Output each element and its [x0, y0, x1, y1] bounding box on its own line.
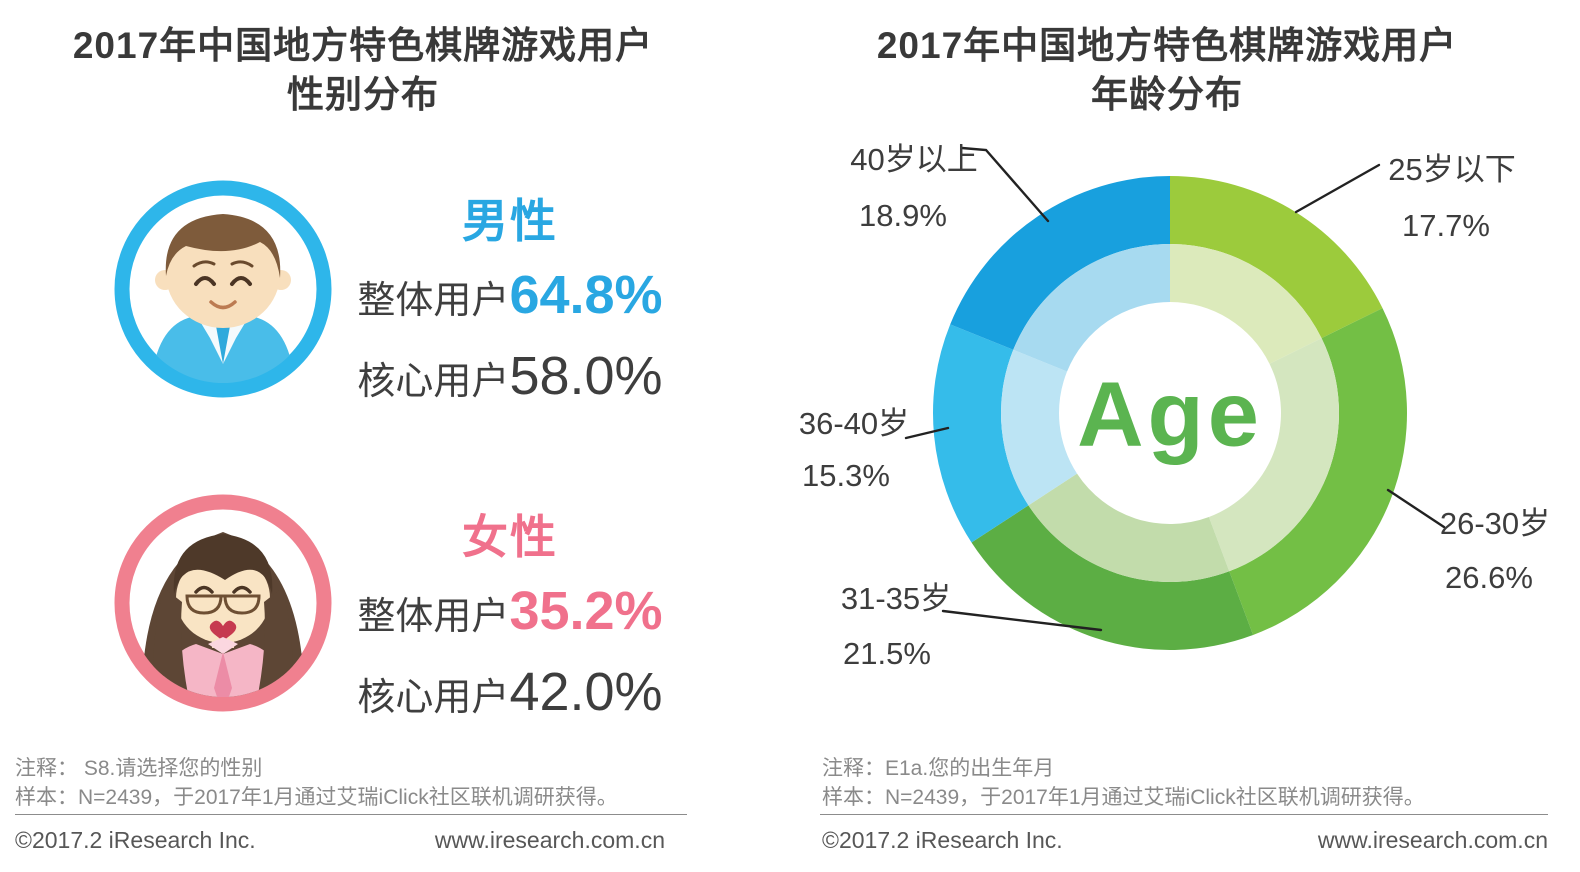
donut-segment-label-4: 40岁以上 [850, 142, 977, 177]
age-panel: 2017年中国地方特色棋牌游戏用户 年龄分布 25岁以下 17.7% 26-30岁 2… [790, 0, 1580, 872]
donut-center-label: Age [1077, 363, 1263, 465]
donut-inner-segment-1 [1208, 338, 1339, 572]
donut-inner-segment-2 [1028, 473, 1230, 582]
donut-segment-value-2: 21.5% [843, 636, 931, 671]
donut-segment-label-3: 36-40岁 [799, 406, 909, 441]
female-avatar-icon [114, 494, 332, 712]
male-avatar-icon [114, 180, 332, 398]
donut-segment-value-3: 15.3% [802, 458, 890, 493]
male-core-value: 58.0% [509, 345, 663, 406]
age-note-question: 注释：E1a.您的出生年月 [822, 757, 1055, 780]
donut-callout-line-4 [960, 146, 1050, 223]
gender-panel: 2017年中国地方特色棋牌游戏用户 性别分布 [10, 22, 716, 854]
female-core-label: 核心用户 [357, 676, 510, 719]
male-core-line: 核心用户58.0% [334, 336, 686, 417]
donut-segment-value-4: 18.9% [859, 198, 947, 233]
donut-inner-segment-0 [1170, 244, 1322, 364]
donut-callout-line-3 [904, 426, 950, 440]
male-stats: 男性 整体用户64.8% 核心用户58.0% [334, 196, 686, 417]
donut-inner-segment-4 [1013, 244, 1170, 372]
male-core-label: 核心用户 [357, 360, 510, 403]
gender-note-sample: 样本：N=2439，于2017年1月通过艾瑞iClick社区联机调研获得。 [15, 786, 618, 809]
female-overall-line: 整体用户35.2% [334, 571, 686, 652]
age-note-sample: 样本：N=2439，于2017年1月通过艾瑞iClick社区联机调研获得。 [822, 786, 1425, 809]
donut-outer-segment-4 [950, 176, 1170, 350]
age-copyright: ©2017.2 iResearch Inc. [822, 827, 1063, 853]
age-website-link[interactable]: www.iresearch.com.cn [1317, 827, 1548, 853]
donut-segment-label-0: 25岁以下 [1388, 152, 1515, 187]
female-stats: 女性 整体用户35.2% 核心用户42.0% [334, 512, 686, 733]
female-label: 女性 [462, 511, 558, 563]
donut-outer-segment-2 [971, 505, 1254, 650]
female-core-line: 核心用户42.0% [334, 652, 686, 733]
gender-footer: ©2017.2 iResearch Inc. www.iresearch.com… [15, 827, 665, 854]
donut-outer-segment-0 [1170, 176, 1383, 339]
age-title-line1: 2017年中国地方特色棋牌游戏用户 [876, 25, 1458, 66]
male-overall-label: 整体用户 [357, 279, 510, 322]
donut-segment-label-2: 31-35岁 [841, 581, 951, 616]
female-overall-label: 整体用户 [357, 595, 510, 638]
donut-inner-segment-3 [1001, 349, 1078, 506]
gender-note-question: 注释： S8.请选择您的性别 [15, 757, 263, 780]
donut-outer-segment-3 [933, 324, 1029, 543]
donut-segment-value-0: 17.7% [1402, 208, 1490, 243]
age-divider [820, 814, 1548, 815]
gender-title-line2: 性别分布 [287, 73, 439, 115]
gender-copyright: ©2017.2 iResearch Inc. [15, 827, 256, 853]
donut-callout-line-1 [1386, 488, 1446, 529]
gender-website-link[interactable]: www.iresearch.com.cn [434, 827, 665, 853]
male-overall-line: 整体用户64.8% [334, 255, 686, 336]
female-core-value: 42.0% [509, 661, 663, 722]
donut-callout-line-0 [1294, 163, 1381, 214]
donut-outer-segment-1 [1229, 308, 1407, 635]
age-title: 2017年中国地方特色棋牌游戏用户 年龄分布 [800, 22, 1534, 120]
donut-segment-label-1: 26-30岁 [1440, 506, 1550, 541]
donut-callout-line-2 [941, 609, 1103, 632]
age-donut-chart: 25岁以下 17.7% 26-30岁 26.6% 31-35岁 21.5% 36-40岁 15… [799, 142, 1550, 671]
age-footer: ©2017.2 iResearch Inc. www.iresearch.com… [822, 827, 1548, 854]
male-label: 男性 [462, 195, 558, 247]
donut-segment-value-1: 26.6% [1445, 560, 1533, 595]
age-title-line2: 年龄分布 [1091, 73, 1243, 115]
gender-title-line1: 2017年中国地方特色棋牌游戏用户 [72, 25, 654, 66]
male-overall-value: 64.8% [509, 264, 663, 325]
gender-title: 2017年中国地方特色棋牌游戏用户 性别分布 [10, 22, 716, 120]
female-overall-value: 35.2% [509, 580, 663, 641]
gender-divider [15, 814, 687, 815]
